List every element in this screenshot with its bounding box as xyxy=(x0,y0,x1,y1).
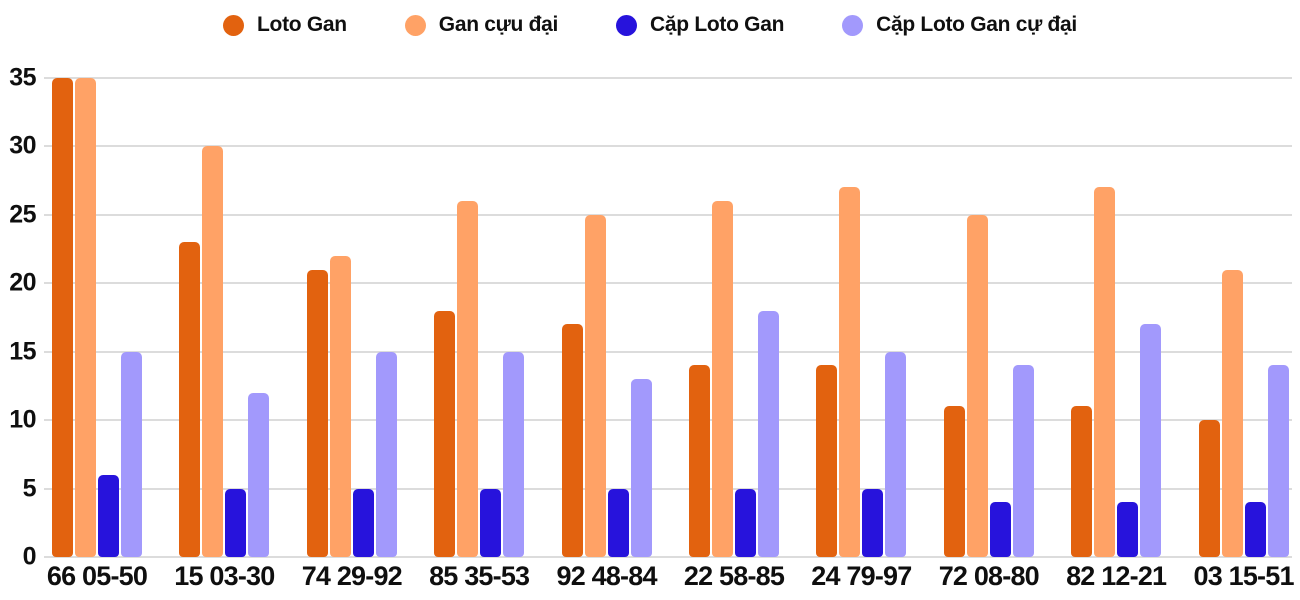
gridline xyxy=(44,419,1292,422)
y-axis-tick-label: 15 xyxy=(9,337,36,366)
legend-item: Gan cựu đại xyxy=(404,13,559,37)
x-axis-category-label: 24 79-97 xyxy=(811,561,912,591)
bar xyxy=(966,214,988,557)
bar xyxy=(584,214,606,557)
bar xyxy=(434,310,456,557)
bar xyxy=(52,78,73,557)
bar xyxy=(121,351,142,557)
x-axis-category-label: 82 12-21 xyxy=(1066,561,1167,591)
legend-item: Cặp Loto Gan xyxy=(616,13,784,37)
bar xyxy=(885,351,907,557)
x-axis-category-label: 15 03-30 xyxy=(174,561,275,591)
bar xyxy=(1071,406,1093,557)
bar xyxy=(1244,502,1266,557)
bar xyxy=(202,146,224,557)
bar xyxy=(179,242,201,557)
bar xyxy=(329,255,351,557)
legend-circle-icon xyxy=(842,14,864,36)
bar xyxy=(1117,502,1139,557)
y-axis-tick-label: 25 xyxy=(9,200,36,229)
legend-label: Cặp Loto Gan xyxy=(650,13,785,36)
bar xyxy=(607,488,629,557)
x-axis-category-label: 74 29-92 xyxy=(301,561,403,591)
x-axis-category-label: 72 08-80 xyxy=(938,561,1040,591)
bar xyxy=(989,502,1011,557)
bar xyxy=(1267,365,1289,557)
gridline xyxy=(44,77,1292,79)
gridline xyxy=(44,487,1292,490)
bar xyxy=(1012,365,1034,557)
legend-label: Loto Gan xyxy=(257,13,347,36)
y-axis-tick-label: 0 xyxy=(22,542,37,571)
bar xyxy=(1140,324,1162,557)
bar xyxy=(352,488,374,557)
x-axis-category-label: 66 05-50 xyxy=(46,561,148,591)
bar xyxy=(839,187,861,557)
bar xyxy=(735,488,756,557)
bar xyxy=(689,365,710,557)
legend-item: Cặp Loto Gan cự đại xyxy=(842,13,1077,37)
x-axis-category-label: 22 58-85 xyxy=(683,561,785,591)
y-axis-tick-label: 20 xyxy=(9,268,36,297)
bar xyxy=(630,379,652,557)
gridline xyxy=(44,556,1292,558)
bar xyxy=(758,310,779,557)
bar xyxy=(816,365,838,557)
bar xyxy=(457,201,479,557)
x-axis-category-label: 85 35-53 xyxy=(429,561,530,591)
bar xyxy=(375,351,397,557)
bar xyxy=(862,488,884,557)
y-axis-tick-label: 5 xyxy=(22,474,37,503)
bar xyxy=(943,406,965,557)
legend-circle-icon xyxy=(404,14,426,36)
y-axis-tick-label: 35 xyxy=(9,63,36,92)
bar xyxy=(503,351,525,557)
bar xyxy=(98,474,119,557)
x-axis-category-label: 03 15-51 xyxy=(1193,561,1294,591)
gridline xyxy=(44,145,1292,148)
legend-item: Loto Gan xyxy=(223,13,347,37)
gridline xyxy=(44,282,1292,285)
chart-legend: Loto Gan Gan cựu đại Cặp Loto Gan Cặp Loto … xyxy=(0,4,1300,46)
bar xyxy=(1198,420,1220,557)
gridline xyxy=(44,213,1292,216)
legend-circle-icon xyxy=(223,14,245,36)
gridline xyxy=(44,350,1292,353)
legend-label: Gan cựu đại xyxy=(438,13,559,36)
bar xyxy=(712,201,733,557)
legend-label: Cặp Loto Gan cự đại xyxy=(876,13,1077,36)
bar xyxy=(480,488,502,557)
y-axis-tick-label: 10 xyxy=(9,405,36,434)
bar xyxy=(75,78,96,557)
bar xyxy=(225,488,247,557)
bar xyxy=(1221,269,1243,557)
bar xyxy=(248,392,270,557)
legend-circle-icon xyxy=(616,14,638,36)
y-axis-tick-label: 30 xyxy=(9,131,36,160)
bar xyxy=(561,324,583,557)
bar xyxy=(1094,187,1116,557)
x-axis-category-label: 92 48-84 xyxy=(556,561,657,591)
bar xyxy=(306,269,328,557)
